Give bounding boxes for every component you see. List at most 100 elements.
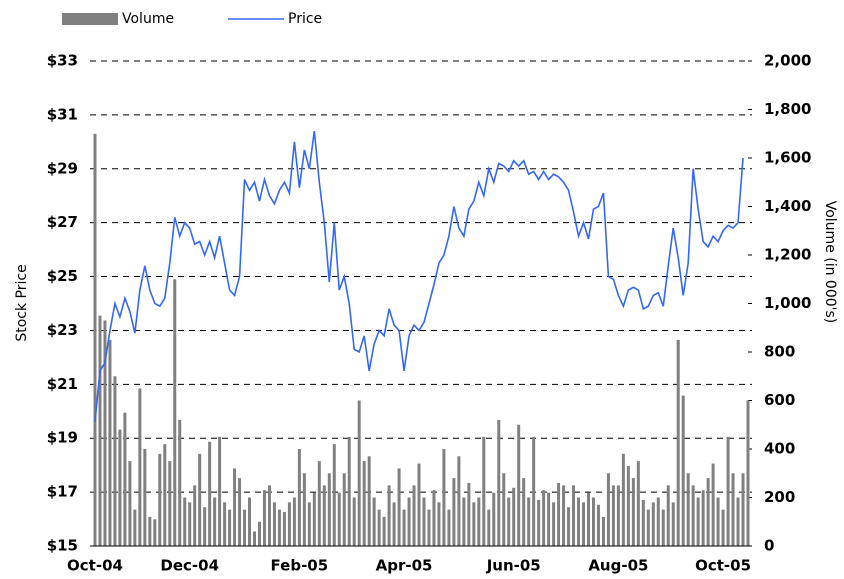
- y2-tick-label: 1,400: [764, 197, 811, 215]
- x-tick-label: Oct-04: [67, 557, 123, 575]
- volume-bar: [302, 473, 306, 546]
- volume-bar: [183, 497, 187, 546]
- y2-tick-label: 0: [764, 537, 774, 555]
- y-tick-label: $15: [47, 537, 78, 555]
- volume-bar: [123, 412, 127, 546]
- volume-bar: [611, 485, 615, 546]
- volume-bar: [442, 449, 446, 546]
- volume-bar: [153, 519, 157, 546]
- volume-bar: [567, 507, 571, 546]
- y2-tick-label: 2,000: [764, 52, 811, 70]
- volume-bar: [656, 497, 660, 546]
- volume-bar: [218, 436, 222, 546]
- volume-bar: [262, 490, 266, 546]
- volume-bar: [287, 502, 291, 546]
- volume-bar: [741, 473, 745, 546]
- volume-bar: [606, 473, 610, 546]
- volume-bar: [277, 509, 281, 546]
- volume-bar: [397, 468, 401, 546]
- price-line: [94, 130, 744, 423]
- y2-tick-label: 800: [764, 343, 795, 361]
- volume-bar: [228, 509, 232, 546]
- volume-bar: [462, 497, 466, 546]
- volume-bar: [731, 473, 735, 546]
- volume-bar: [701, 490, 705, 546]
- volume-bar: [128, 461, 132, 546]
- y2-tick-label: 1,200: [764, 246, 811, 264]
- volume-bar: [143, 449, 147, 546]
- volume-bar: [392, 502, 396, 546]
- volume-bar: [626, 465, 630, 546]
- volume-bar: [671, 502, 675, 546]
- volume-bar: [387, 485, 391, 546]
- y-axis-label: Stock Price: [14, 264, 30, 341]
- volume-bar: [108, 339, 112, 546]
- y2-axis-label: Volume (in 000's): [822, 201, 838, 324]
- volume-bar: [641, 499, 645, 546]
- volume-bar: [636, 461, 640, 546]
- legend-label: Volume: [122, 11, 174, 27]
- volume-bar: [472, 502, 476, 546]
- volume-bar: [586, 492, 590, 546]
- y2-tick-label: 1,800: [764, 100, 811, 118]
- y-tick-label: $29: [47, 159, 78, 177]
- volume-bar: [402, 509, 406, 546]
- volume-bar: [631, 478, 635, 546]
- volume-bar: [208, 441, 212, 546]
- volume-bar: [547, 492, 551, 546]
- volume-bar: [118, 429, 122, 546]
- volume-bar: [517, 424, 521, 546]
- volume-bar: [257, 521, 261, 546]
- volume-bar: [198, 453, 202, 546]
- volume-bar: [557, 482, 561, 546]
- volume-bar: [188, 502, 192, 546]
- volume-bar: [532, 436, 536, 546]
- volume-bar: [696, 497, 700, 546]
- volume-bar: [686, 473, 690, 546]
- volume-bar: [213, 497, 217, 546]
- volume-bar: [238, 478, 242, 546]
- x-tick-label: Jun-05: [486, 557, 541, 575]
- x-tick-label: Oct-05: [695, 557, 751, 575]
- volume-bar: [477, 497, 481, 546]
- volume-bar: [591, 497, 595, 546]
- y2-tick-label: 1,000: [764, 294, 811, 312]
- volume-bar: [347, 436, 351, 546]
- volume-bar: [98, 315, 102, 546]
- volume-bar: [243, 509, 247, 546]
- volume-bar: [292, 497, 296, 546]
- volume-bar: [621, 453, 625, 546]
- volume-bar: [93, 133, 97, 546]
- volume-bar: [691, 485, 695, 546]
- volume-bar: [317, 461, 321, 546]
- volume-bar: [382, 516, 386, 546]
- volume-bar: [646, 509, 650, 546]
- volume-bar: [487, 509, 491, 546]
- y-tick-label: $17: [47, 483, 78, 501]
- legend-swatch: [62, 13, 118, 25]
- volume-bar: [307, 502, 311, 546]
- volume-bar: [163, 444, 167, 546]
- y-tick-label: $25: [47, 267, 78, 285]
- volume-bar: [312, 492, 316, 546]
- volume-bar: [138, 388, 142, 546]
- volume-bar: [502, 473, 506, 546]
- volume-bar: [223, 502, 227, 546]
- y-tick-label: $27: [47, 213, 78, 231]
- volume-bar: [661, 509, 665, 546]
- y2-tick-label: 1,600: [764, 149, 811, 167]
- volume-bar: [572, 485, 576, 546]
- volume-bar: [457, 456, 461, 546]
- volume-bar: [726, 436, 730, 546]
- volume-bar: [497, 419, 501, 546]
- y2-tick-label: 600: [764, 391, 795, 409]
- volume-bar: [577, 497, 581, 546]
- y2-tick-label: 200: [764, 488, 795, 506]
- volume-bar: [253, 531, 257, 546]
- volume-bar: [282, 512, 286, 546]
- volume-bar: [272, 502, 276, 546]
- volume-bar: [582, 502, 586, 546]
- volume-bar: [651, 502, 655, 546]
- y-tick-label: $21: [47, 375, 78, 393]
